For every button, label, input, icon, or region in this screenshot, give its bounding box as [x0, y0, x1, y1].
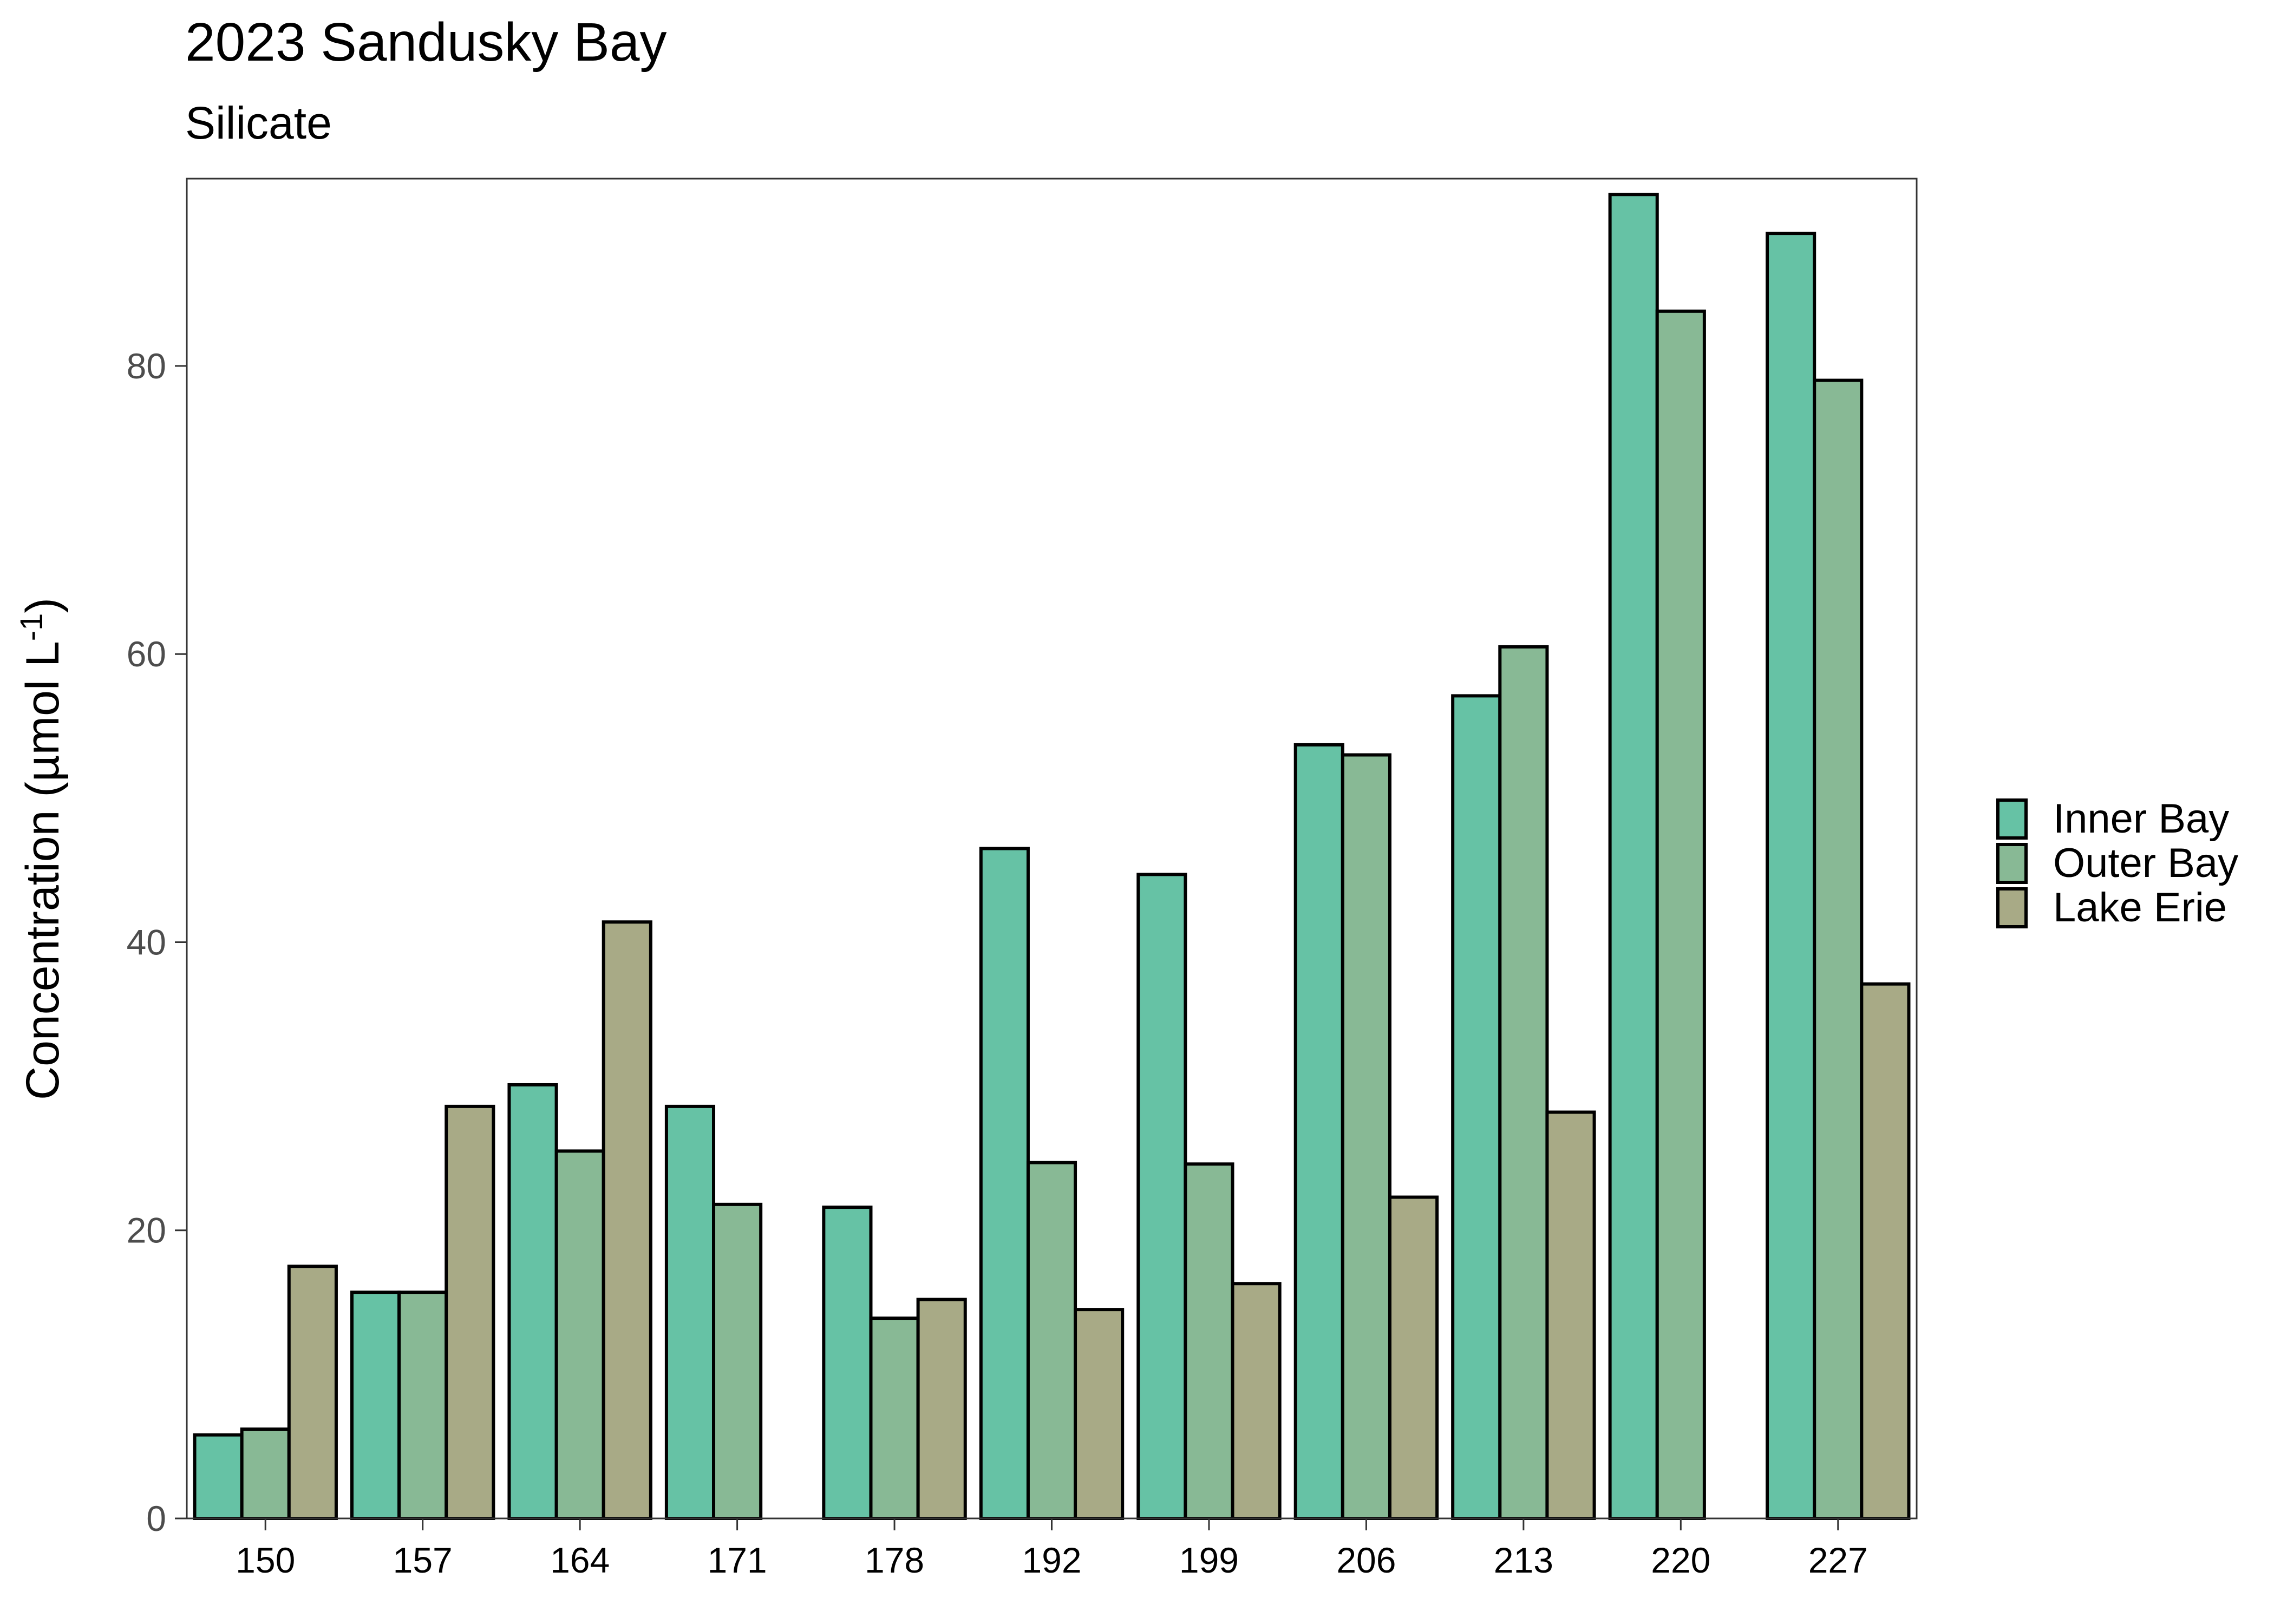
- x-tick-label-157: 157: [393, 1540, 453, 1580]
- y-axis-label: Concentration (µmol L-1): [14, 598, 69, 1100]
- bar-inner-bay-227: [1766, 232, 1816, 1520]
- bar-inner-bay-157: [350, 1291, 401, 1521]
- bar-inner-bay-213: [1451, 694, 1502, 1520]
- y-tick-label-80: 80: [127, 346, 166, 386]
- y-tick-label-60: 60: [127, 634, 166, 674]
- bars-layer: [193, 193, 1911, 1521]
- bar-outer-bay-206: [1341, 753, 1391, 1520]
- bar-outer-bay-164: [554, 1149, 605, 1520]
- x-tick-label-178: 178: [865, 1540, 924, 1580]
- x-tick-label-213: 213: [1494, 1540, 1553, 1580]
- bar-lake-erie-206: [1388, 1195, 1439, 1520]
- y-tick-label-40: 40: [127, 922, 166, 962]
- y-tick-label-20: 20: [127, 1210, 166, 1250]
- legend-swatch-outer-bay: [1996, 843, 2028, 884]
- bar-lake-erie-199: [1231, 1282, 1282, 1521]
- bar-inner-bay-220: [1608, 193, 1659, 1521]
- bar-outer-bay-171: [712, 1202, 763, 1520]
- bar-outer-bay-199: [1184, 1162, 1234, 1520]
- bar-inner-bay-178: [822, 1206, 873, 1521]
- bar-lake-erie-178: [916, 1298, 967, 1521]
- x-tick-label-220: 220: [1651, 1540, 1710, 1580]
- x-tick-label-227: 227: [1808, 1540, 1868, 1580]
- y-axis: 0 20 40 60 80: [127, 346, 187, 1538]
- bar-inner-bay-192: [979, 847, 1030, 1520]
- bar-outer-bay-227: [1813, 378, 1864, 1521]
- x-axis: 150 157 164 171 178 192 199 206 213 220 227: [236, 1518, 1868, 1580]
- x-tick-label-164: 164: [550, 1540, 610, 1580]
- bar-inner-bay-171: [664, 1104, 716, 1520]
- legend-label-lake-erie: Lake Erie: [2053, 885, 2227, 931]
- bar-lake-erie-227: [1860, 982, 1911, 1520]
- y-tick-label-0: 0: [146, 1498, 166, 1538]
- chart-subtitle: Silicate: [185, 97, 332, 148]
- bar-lake-erie-164: [602, 920, 652, 1520]
- bar-outer-bay-220: [1655, 309, 1706, 1521]
- bar-outer-bay-157: [397, 1291, 448, 1521]
- bar-outer-bay-213: [1498, 645, 1549, 1520]
- legend-label-inner-bay: Inner Bay: [2053, 796, 2229, 842]
- legend-label-outer-bay: Outer Bay: [2053, 840, 2238, 886]
- bar-lake-erie-150: [287, 1265, 338, 1520]
- bar-outer-bay-178: [869, 1317, 920, 1520]
- bar-inner-bay-199: [1136, 873, 1187, 1520]
- bar-lake-erie-192: [1074, 1308, 1125, 1520]
- x-tick-label-171: 171: [708, 1540, 767, 1580]
- x-tick-label-199: 199: [1179, 1540, 1239, 1580]
- bar-outer-bay-150: [240, 1427, 291, 1520]
- x-tick-label-206: 206: [1336, 1540, 1396, 1580]
- bar-inner-bay-206: [1293, 743, 1344, 1520]
- bar-inner-bay-150: [193, 1433, 244, 1521]
- bar-inner-bay-164: [507, 1083, 558, 1521]
- bar-outer-bay-192: [1026, 1161, 1077, 1521]
- bar-lake-erie-213: [1545, 1110, 1596, 1520]
- x-tick-label-192: 192: [1022, 1540, 1081, 1580]
- x-tick-label-150: 150: [236, 1540, 295, 1580]
- chart-title: 2023 Sandusky Bay: [185, 12, 667, 73]
- legend-swatch-inner-bay: [1996, 798, 2028, 840]
- legend-swatch-lake-erie: [1996, 887, 2028, 928]
- bar-lake-erie-157: [445, 1104, 495, 1520]
